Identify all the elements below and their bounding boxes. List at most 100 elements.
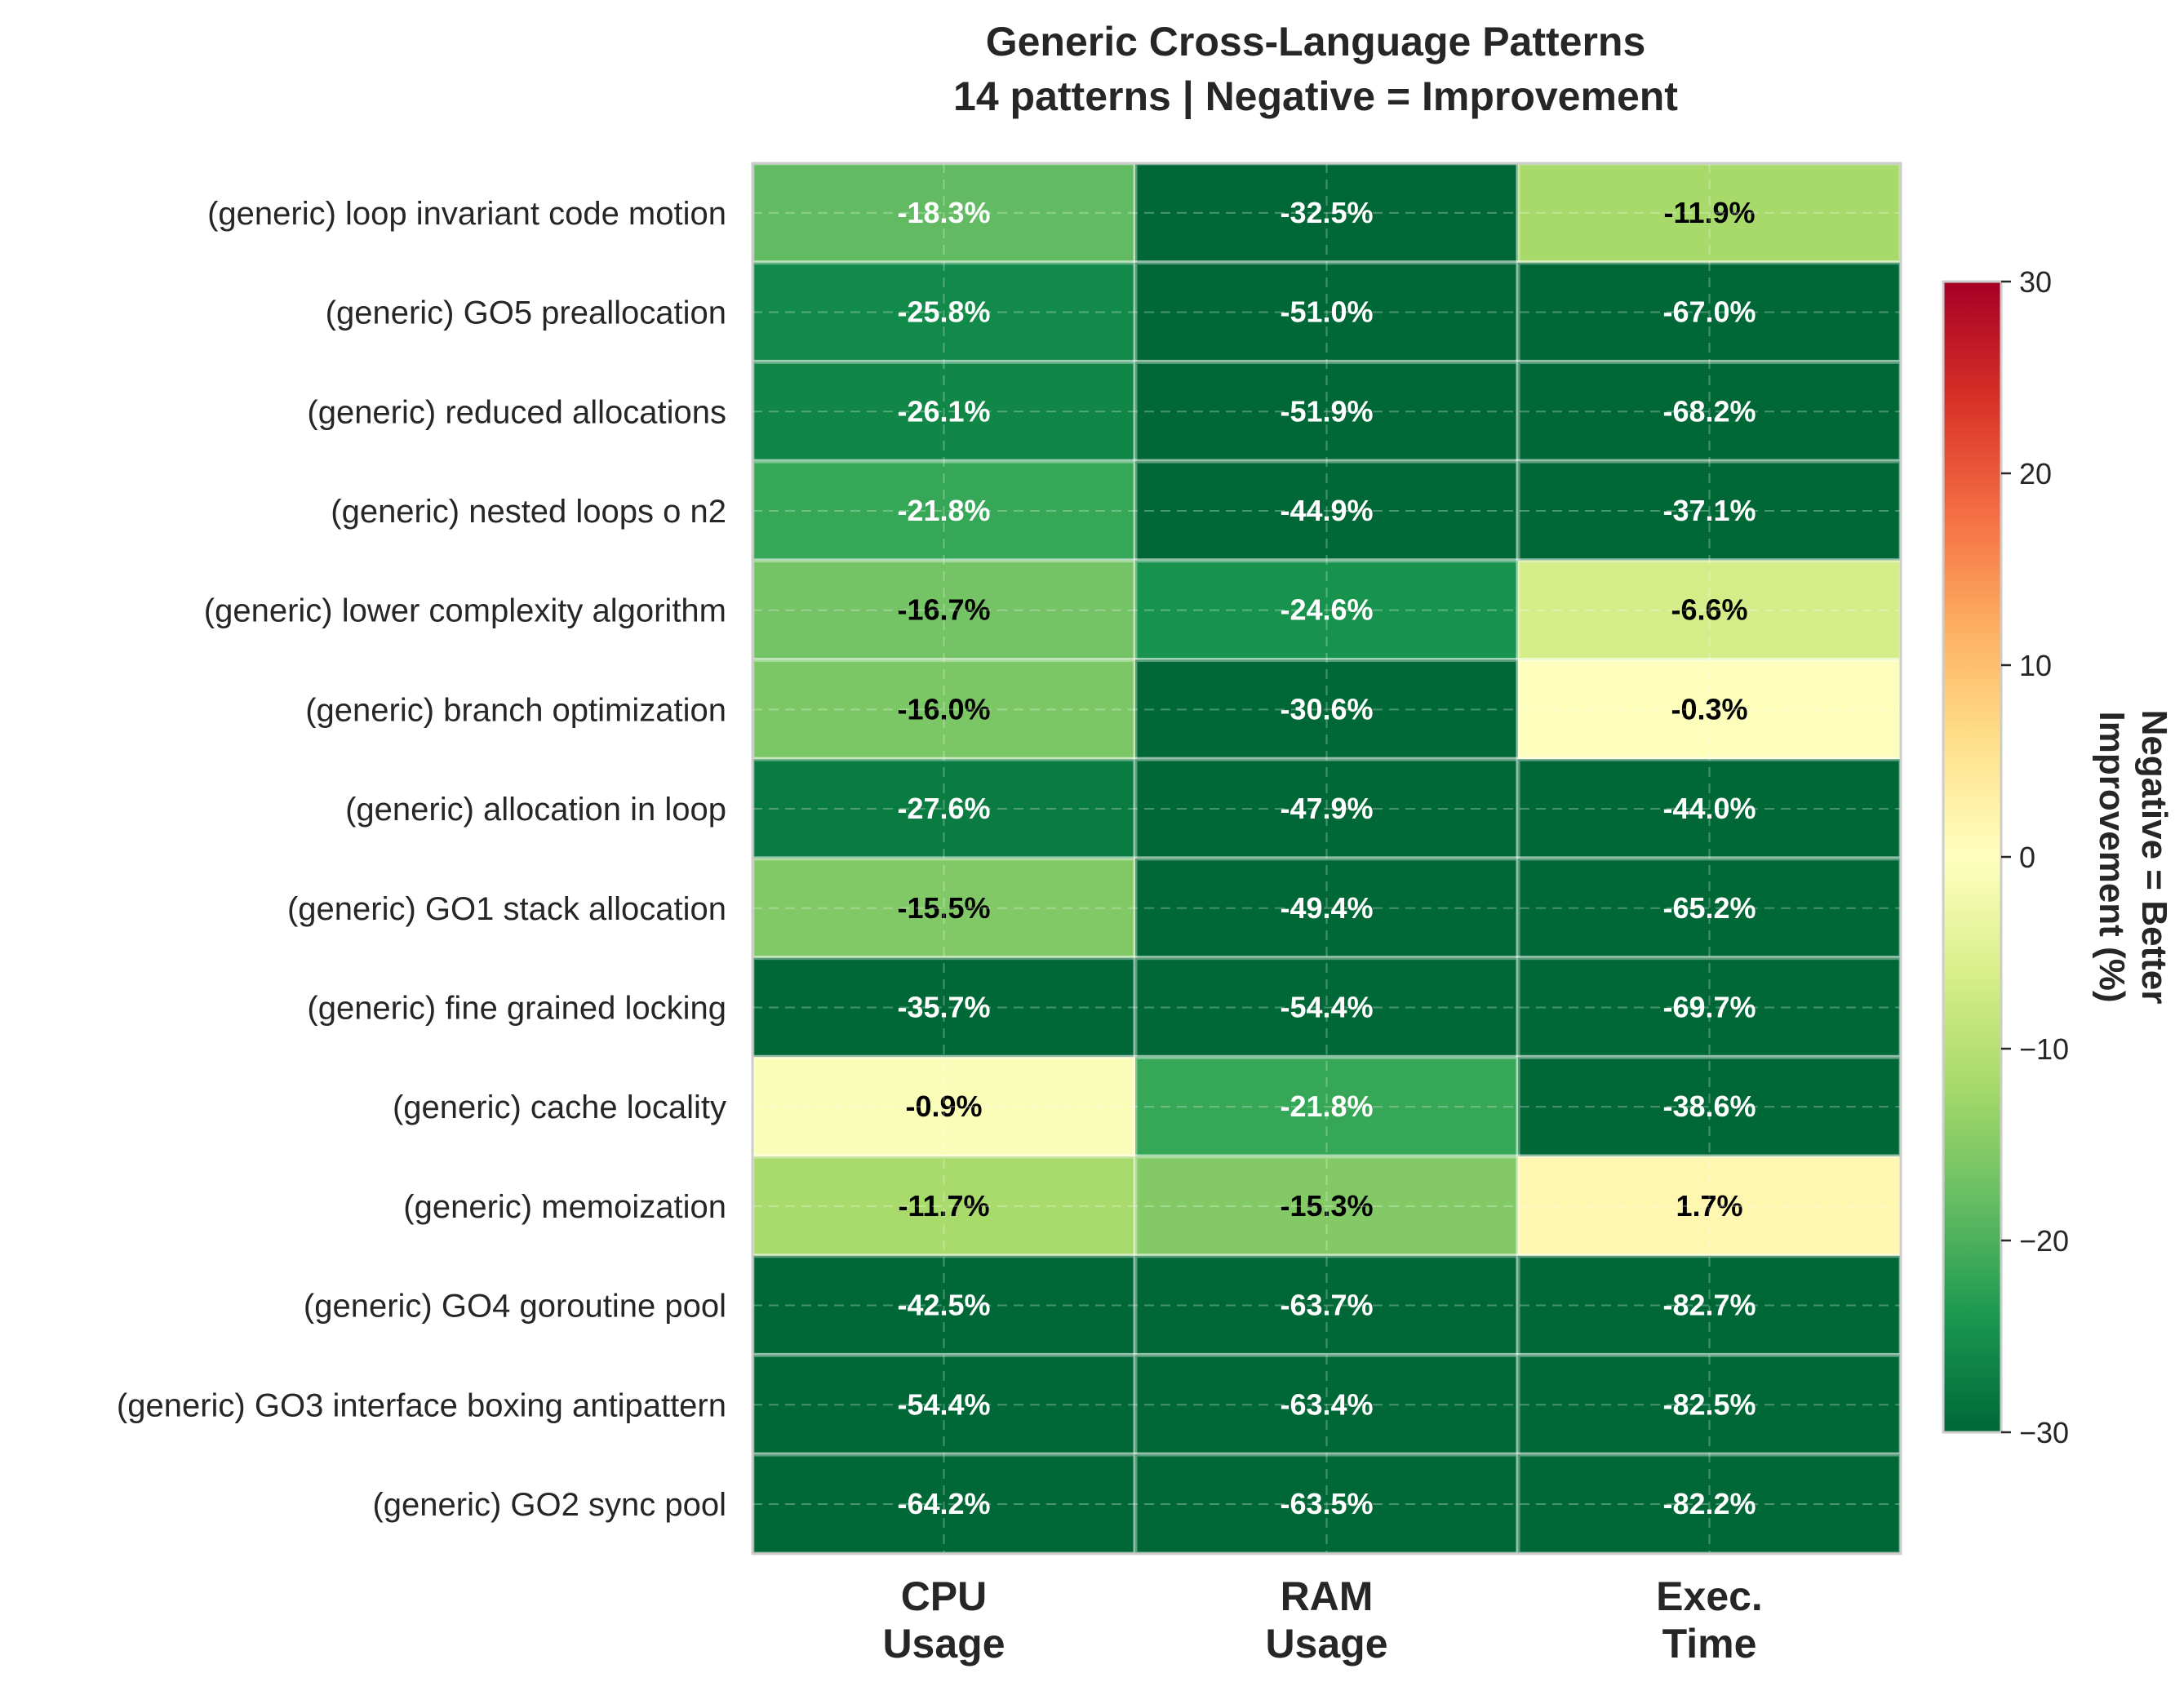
- heatmap-grid: [751, 162, 1902, 1556]
- row-label: (generic) memoization: [403, 1189, 726, 1225]
- chart-title: Generic Cross-Language Patterns: [986, 19, 1646, 64]
- cell-value-label: -65.2%: [1662, 891, 1756, 925]
- row-label: (generic) GO1 stack allocation: [287, 891, 726, 927]
- heatmap-cell: [750, 956, 1138, 1059]
- cell-value-label: -49.4%: [1280, 891, 1373, 925]
- heatmap-cell: [750, 1452, 1138, 1556]
- heatmap-cell: [1133, 956, 1520, 1059]
- cell-value-label: -15.3%: [1280, 1189, 1373, 1223]
- row-label: (generic) GO2 sync pool: [372, 1487, 726, 1523]
- colorbar-tick-label: 10: [2019, 649, 2052, 682]
- heatmap-cell: [1133, 1452, 1520, 1556]
- cell-value-label: -54.4%: [1280, 990, 1373, 1023]
- cell-value-label: -16.7%: [897, 593, 990, 627]
- column-label: RAM: [1281, 1573, 1374, 1619]
- heatmap-cell: [1133, 856, 1520, 961]
- row-label: (generic) allocation in loop: [345, 792, 726, 828]
- heatmap-cell: [750, 1254, 1138, 1357]
- cell-value-label: -26.1%: [897, 394, 990, 428]
- cell-value-label: -44.0%: [1662, 792, 1756, 825]
- heatmap-cell: [1516, 359, 1903, 464]
- row-label: (generic) branch optimization: [305, 692, 726, 728]
- cell-value-label: -0.3%: [1671, 692, 1747, 726]
- cell-value-label: -68.2%: [1662, 394, 1756, 428]
- cell-value-label: 1.7%: [1676, 1189, 1742, 1223]
- column-label: Usage: [1265, 1621, 1387, 1666]
- cell-value-label: -24.6%: [1280, 593, 1373, 627]
- column-label: Usage: [882, 1621, 1005, 1666]
- chart-subtitle: 14 patterns | Negative = Improvement: [953, 73, 1678, 120]
- cell-value-label: -51.9%: [1280, 394, 1373, 428]
- cell-value-label: -54.4%: [897, 1387, 990, 1421]
- heatmap-labels: (generic) loop invariant code motion (gen…: [117, 196, 1763, 1666]
- row-label: (generic) GO5 preallocation: [326, 295, 726, 331]
- cell-value-label: -11.7%: [898, 1189, 989, 1223]
- heatmap-cell: [1133, 558, 1520, 662]
- cell-value-label: -27.6%: [897, 792, 990, 825]
- cell-value-label: -11.9%: [1663, 196, 1755, 229]
- cell-value-label: -18.3%: [897, 196, 990, 229]
- cell-value-label: -21.8%: [897, 494, 990, 527]
- colorbar: 30 20 10 0 −10 −20 −30 Improvement (%) Negative …: [1942, 265, 2174, 1449]
- heatmap-frame: [751, 162, 1902, 1556]
- colorbar-tick-label: 0: [2019, 841, 2035, 874]
- heatmap-cell: [1516, 558, 1903, 662]
- row-label: (generic) nested loops o n2: [331, 494, 726, 530]
- cell-value-label: -21.8%: [1280, 1090, 1373, 1123]
- cell-value-label: -67.0%: [1662, 295, 1756, 329]
- heatmap-cell: [750, 1054, 1138, 1159]
- colorbar-label: Improvement (%): [2092, 712, 2132, 1003]
- heatmap-cell: [1516, 1352, 1903, 1457]
- heatmap-cell: [1133, 1352, 1520, 1457]
- cell-value-label: -6.6%: [1671, 593, 1747, 627]
- cell-value-label: -82.7%: [1662, 1289, 1756, 1322]
- heatmap-cell: [1133, 359, 1520, 464]
- row-label: (generic) fine grained locking: [307, 990, 726, 1026]
- cell-value-label: -44.9%: [1280, 494, 1373, 527]
- cell-value-label: -32.5%: [1280, 196, 1373, 229]
- heatmap-cell: [1133, 1054, 1520, 1159]
- cell-value-label: -69.7%: [1662, 990, 1756, 1023]
- column-label: Exec.: [1656, 1573, 1763, 1619]
- colorbar-tick-label: 20: [2019, 457, 2052, 490]
- colorbar-label: Negative = Better: [2134, 710, 2174, 1005]
- cell-value-label: -51.0%: [1280, 295, 1373, 329]
- cell-value-label: -64.2%: [897, 1487, 990, 1520]
- cell-value-label: -35.7%: [897, 990, 990, 1023]
- colorbar-tick-label: −10: [2019, 1032, 2069, 1066]
- heatmap-cell: [1516, 1154, 1903, 1258]
- column-label: CPU: [901, 1573, 988, 1619]
- colorbar-tick-label: −20: [2019, 1224, 2069, 1258]
- cell-value-label: -38.6%: [1662, 1090, 1756, 1123]
- heatmap-cells: -18.3% -32.5% -11.9% -25.8% -51.0% -67.0% -26.…: [750, 161, 1903, 1556]
- heatmap-cell: [1516, 956, 1903, 1059]
- cell-value-label: -16.0%: [897, 692, 990, 726]
- row-label: (generic) cache locality: [393, 1090, 726, 1125]
- heatmap-cell: [1516, 658, 1903, 761]
- row-label: (generic) reduced allocations: [307, 394, 726, 430]
- heatmap-cell: [750, 757, 1138, 861]
- cell-value-label: -63.7%: [1280, 1289, 1373, 1322]
- heatmap-cell: [1133, 658, 1520, 761]
- cell-value-label: -47.9%: [1280, 792, 1373, 825]
- cell-value-label: -37.1%: [1662, 494, 1756, 527]
- cell-value-label: -25.8%: [897, 295, 990, 329]
- column-label: Time: [1662, 1621, 1757, 1666]
- heatmap-cell: [1516, 757, 1903, 861]
- row-label: (generic) GO4 goroutine pool: [304, 1289, 726, 1325]
- cell-value-label: -15.5%: [897, 891, 990, 925]
- heatmap-cell: [1133, 1154, 1520, 1258]
- cell-value-label: -0.9%: [905, 1090, 982, 1123]
- cell-value-label: -82.5%: [1662, 1387, 1756, 1421]
- cell-value-label: -42.5%: [897, 1289, 990, 1322]
- heatmap-cell: [1133, 1254, 1520, 1357]
- cell-value-label: -82.2%: [1662, 1487, 1756, 1520]
- colorbar-gradient: [1942, 280, 2003, 1434]
- cell-value-label: -63.5%: [1280, 1487, 1373, 1520]
- colorbar-tick-label: −30: [2019, 1416, 2069, 1449]
- cell-value-label: -30.6%: [1280, 692, 1373, 726]
- colorbar-tick-label: 30: [2019, 265, 2052, 299]
- row-label: (generic) GO3 interface boxing antipatte…: [117, 1387, 726, 1423]
- row-label: (generic) lower complexity algorithm: [204, 593, 726, 629]
